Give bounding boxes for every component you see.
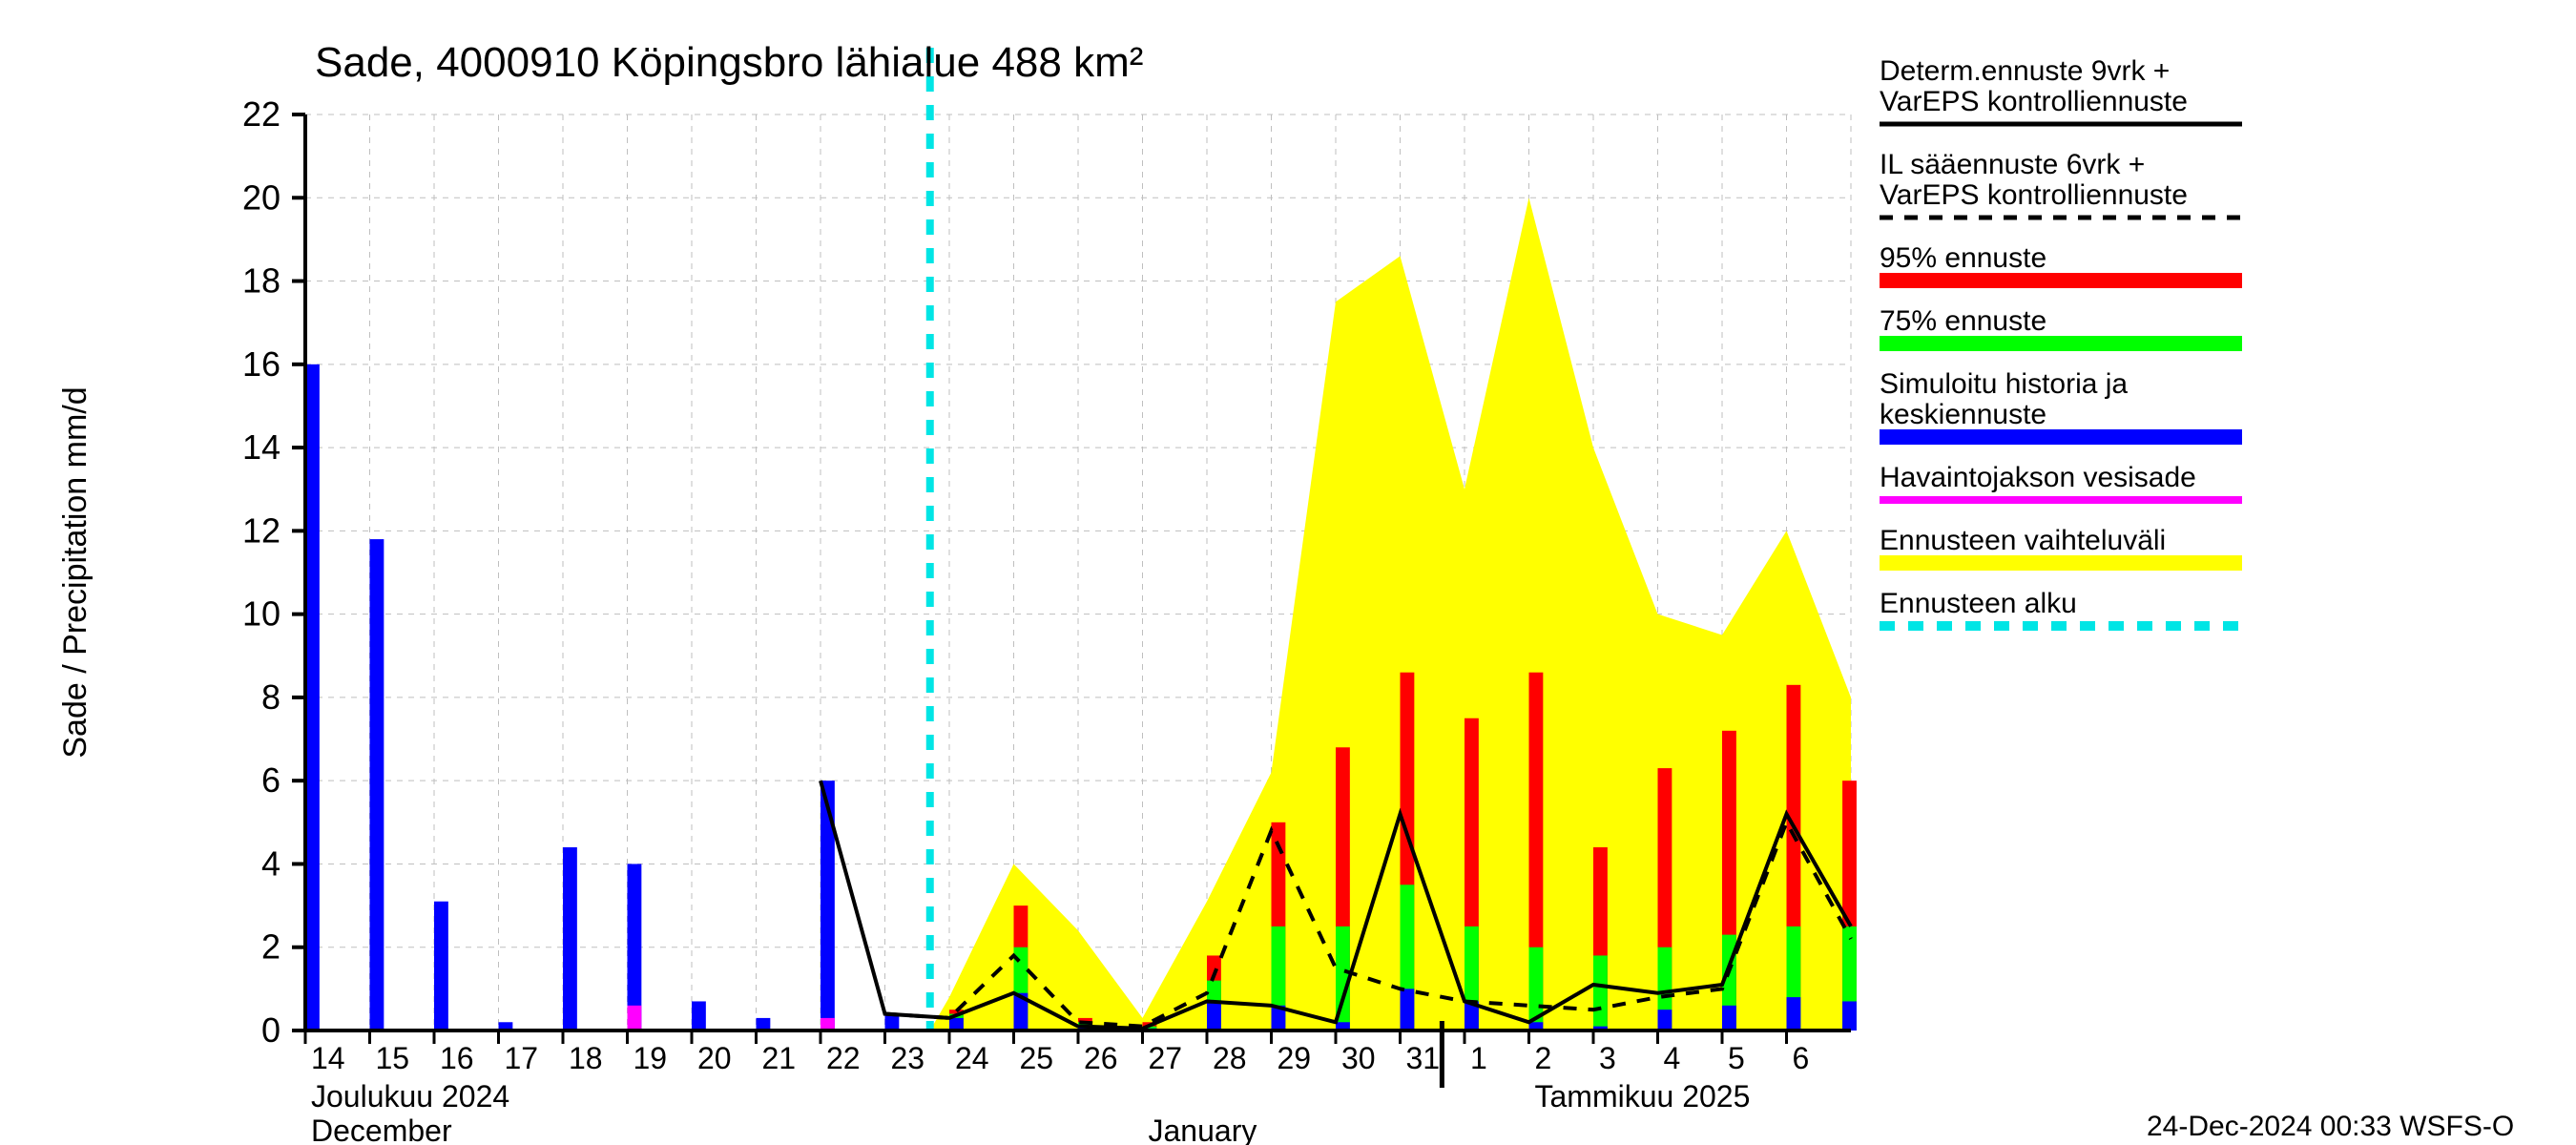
footer-timestamp: 24-Dec-2024 00:33 WSFS-O bbox=[2147, 1111, 2514, 1142]
svg-text:Tammikuu 2025: Tammikuu 2025 bbox=[1535, 1079, 1751, 1114]
svg-text:31: 31 bbox=[1406, 1041, 1441, 1075]
svg-text:6: 6 bbox=[261, 760, 280, 800]
svg-text:29: 29 bbox=[1278, 1041, 1312, 1075]
svg-text:5: 5 bbox=[1728, 1041, 1745, 1075]
median-bar bbox=[1787, 997, 1801, 1030]
median-bar bbox=[1722, 1006, 1736, 1030]
svg-text:6: 6 bbox=[1793, 1041, 1810, 1075]
svg-text:Joulukuu 2024: Joulukuu 2024 bbox=[311, 1079, 509, 1114]
svg-text:20: 20 bbox=[242, 177, 280, 217]
svg-text:3: 3 bbox=[1599, 1041, 1616, 1075]
svg-text:4: 4 bbox=[1664, 1041, 1681, 1075]
median-bar bbox=[1401, 989, 1415, 1030]
svg-text:12: 12 bbox=[242, 510, 280, 550]
y-axis-label: Sade / Precipitation mm/d bbox=[57, 386, 93, 758]
svg-text:VarEPS kontrolliennuste: VarEPS kontrolliennuste bbox=[1880, 179, 2188, 211]
svg-text:22: 22 bbox=[826, 1041, 861, 1075]
svg-text:14: 14 bbox=[311, 1041, 345, 1075]
svg-text:23: 23 bbox=[891, 1041, 925, 1075]
svg-text:18: 18 bbox=[242, 261, 280, 301]
svg-text:26: 26 bbox=[1084, 1041, 1118, 1075]
history-bar bbox=[370, 539, 384, 1030]
svg-text:20: 20 bbox=[697, 1041, 732, 1075]
svg-text:keskiennuste: keskiennuste bbox=[1880, 399, 2046, 430]
svg-text:Ennusteen vaihteluväli: Ennusteen vaihteluväli bbox=[1880, 525, 2166, 556]
svg-text:0: 0 bbox=[261, 1010, 280, 1050]
svg-text:4: 4 bbox=[261, 843, 280, 883]
chart-title: Sade, 4000910 Köpingsbro lähialue 488 km… bbox=[315, 39, 1143, 86]
svg-text:10: 10 bbox=[242, 594, 280, 634]
svg-text:18: 18 bbox=[569, 1041, 603, 1075]
svg-text:IL sääennuste 6vrk +: IL sääennuste 6vrk + bbox=[1880, 149, 2145, 180]
history-bar bbox=[692, 1001, 706, 1030]
svg-text:1: 1 bbox=[1470, 1041, 1487, 1075]
history-bar bbox=[563, 847, 577, 1030]
svg-text:75% ennuste: 75% ennuste bbox=[1880, 305, 2046, 337]
p75-bar bbox=[1593, 955, 1608, 1030]
history-bar bbox=[434, 902, 448, 1030]
svg-text:16: 16 bbox=[242, 344, 280, 384]
rain-bar bbox=[628, 1006, 642, 1030]
svg-text:95% ennuste: 95% ennuste bbox=[1880, 242, 2046, 274]
svg-text:VarEPS kontrolliennuste: VarEPS kontrolliennuste bbox=[1880, 86, 2188, 117]
median-bar bbox=[1207, 1001, 1221, 1030]
svg-text:December: December bbox=[311, 1114, 452, 1145]
svg-text:30: 30 bbox=[1341, 1041, 1376, 1075]
svg-text:Simuloitu historia ja: Simuloitu historia ja bbox=[1880, 368, 2128, 400]
svg-text:22: 22 bbox=[242, 94, 280, 134]
svg-text:Havaintojakson vesisade: Havaintojakson vesisade bbox=[1880, 462, 2196, 493]
svg-text:24: 24 bbox=[955, 1041, 989, 1075]
svg-text:27: 27 bbox=[1149, 1041, 1183, 1075]
svg-text:28: 28 bbox=[1213, 1041, 1247, 1075]
svg-text:14: 14 bbox=[242, 427, 280, 467]
svg-text:16: 16 bbox=[440, 1041, 474, 1075]
svg-text:Determ.ennuste 9vrk +: Determ.ennuste 9vrk + bbox=[1880, 55, 2170, 87]
svg-text:15: 15 bbox=[376, 1041, 410, 1075]
svg-text:2: 2 bbox=[1535, 1041, 1552, 1075]
svg-text:8: 8 bbox=[261, 677, 280, 717]
svg-text:19: 19 bbox=[634, 1041, 668, 1075]
svg-text:17: 17 bbox=[505, 1041, 539, 1075]
svg-text:2: 2 bbox=[261, 927, 280, 967]
svg-text:January: January bbox=[1149, 1114, 1257, 1145]
history-bar bbox=[305, 364, 320, 1030]
svg-text:Ennusteen alku: Ennusteen alku bbox=[1880, 588, 2077, 619]
precipitation-chart: 0246810121416182022141516171819202122232… bbox=[0, 0, 2576, 1145]
median-bar bbox=[1658, 1010, 1672, 1030]
svg-text:25: 25 bbox=[1020, 1041, 1054, 1075]
median-bar bbox=[1842, 1001, 1857, 1030]
svg-text:21: 21 bbox=[762, 1041, 797, 1075]
